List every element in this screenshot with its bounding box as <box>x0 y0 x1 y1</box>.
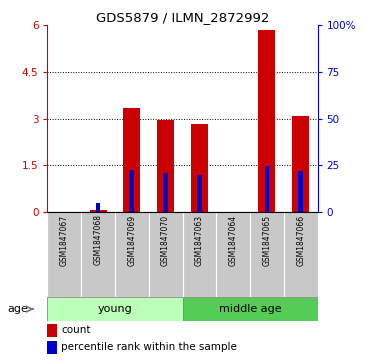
Text: middle age: middle age <box>219 304 281 314</box>
Bar <box>298 171 303 212</box>
Text: GSM1847068: GSM1847068 <box>93 215 103 265</box>
Bar <box>197 175 202 212</box>
Bar <box>123 108 140 212</box>
Bar <box>163 173 168 212</box>
Bar <box>292 116 309 212</box>
Text: young: young <box>97 304 132 314</box>
Bar <box>81 212 115 297</box>
Bar <box>47 341 57 354</box>
Text: GSM1847070: GSM1847070 <box>161 215 170 266</box>
Bar <box>149 212 182 297</box>
Bar <box>258 30 275 212</box>
Text: age: age <box>8 304 28 314</box>
Text: GSM1847066: GSM1847066 <box>296 215 305 266</box>
Text: GSM1847069: GSM1847069 <box>127 215 137 266</box>
Bar <box>191 124 208 212</box>
Title: GDS5879 / ILMN_2872992: GDS5879 / ILMN_2872992 <box>96 11 269 24</box>
Bar <box>96 203 100 212</box>
Text: GSM1847064: GSM1847064 <box>228 215 238 266</box>
Bar <box>115 212 149 297</box>
Bar <box>182 212 216 297</box>
Text: GSM1847065: GSM1847065 <box>262 215 272 266</box>
Bar <box>250 212 284 297</box>
Text: GSM1847067: GSM1847067 <box>60 215 69 266</box>
Bar <box>265 166 269 212</box>
Bar <box>130 170 134 212</box>
Text: count: count <box>61 325 91 335</box>
Bar <box>157 120 174 212</box>
Bar <box>90 210 107 212</box>
Text: percentile rank within the sample: percentile rank within the sample <box>61 342 237 352</box>
Text: GSM1847063: GSM1847063 <box>195 215 204 266</box>
Bar <box>182 297 318 321</box>
Bar <box>216 212 250 297</box>
Bar <box>284 212 318 297</box>
Bar <box>47 297 182 321</box>
Bar <box>47 212 81 297</box>
Bar <box>47 323 57 337</box>
